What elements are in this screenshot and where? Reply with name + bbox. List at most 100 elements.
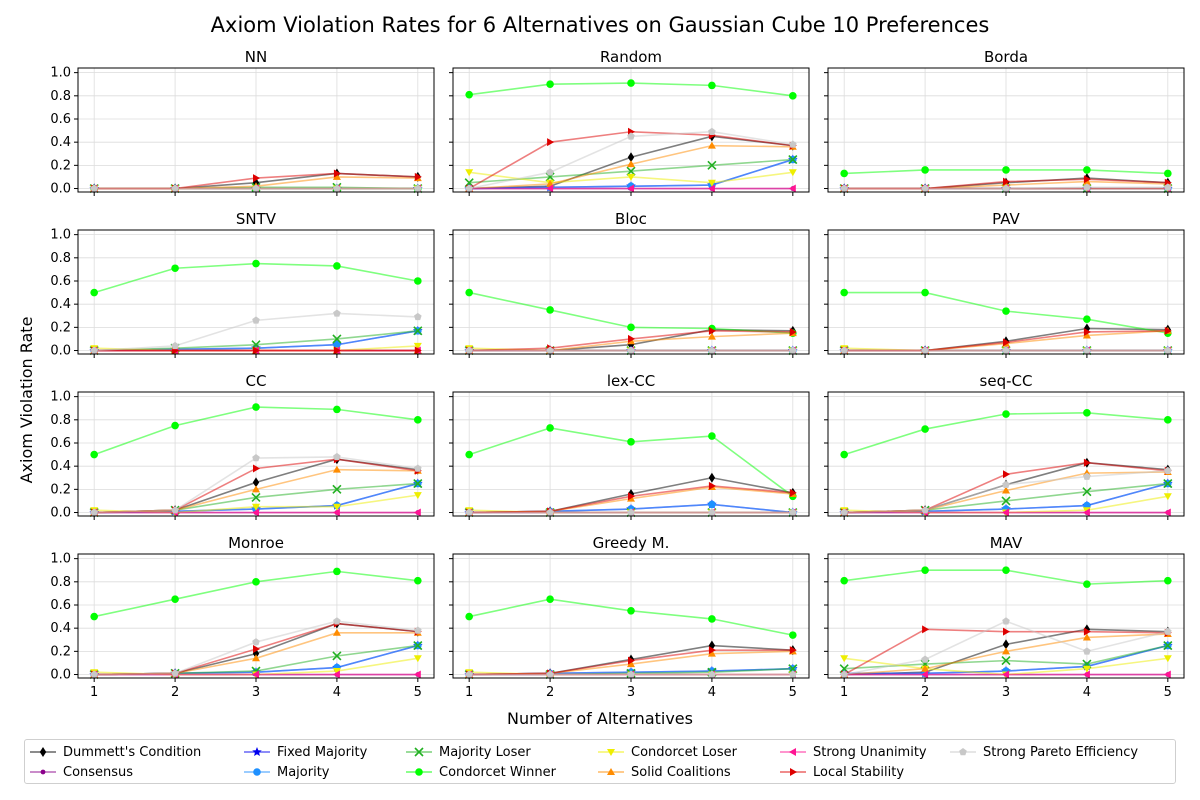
data-point — [171, 421, 179, 430]
data-point — [627, 173, 635, 181]
panel-6: CC 0.0 0.2 0.4 0.6 0.8 1.0 — [50, 372, 435, 521]
data-point — [1164, 326, 1172, 335]
data-point — [1164, 169, 1172, 178]
data-point — [1002, 480, 1010, 488]
data-point — [332, 172, 341, 180]
legend-item: Solid Coalitions — [597, 762, 731, 782]
data-point — [332, 484, 342, 494]
data-point — [90, 450, 98, 459]
data-point — [333, 169, 341, 178]
data-point — [332, 651, 342, 661]
data-point — [1002, 486, 1010, 494]
data-point — [171, 341, 179, 350]
y-tick-label: 0.4 — [50, 621, 71, 636]
legend-label: Condorcet Winner — [439, 764, 556, 780]
data-point — [90, 288, 98, 297]
data-point — [1002, 508, 1009, 517]
data-point — [627, 606, 635, 615]
data-point — [414, 312, 422, 321]
legend-label: Strong Pareto Efficiency — [983, 744, 1139, 760]
data-point — [921, 166, 929, 174]
legend-marker — [959, 748, 967, 756]
legend-marker — [607, 768, 615, 775]
y-tick-label: 0.0 — [50, 182, 71, 197]
data-point — [546, 346, 554, 354]
data-point — [413, 670, 421, 679]
legend-label: Solid Coalitions — [631, 764, 731, 780]
data-point — [707, 141, 716, 149]
data-point — [707, 184, 715, 193]
data-point — [252, 670, 259, 679]
data-point — [414, 626, 422, 634]
chart-title: Axiom Violation Rates for 6 Alternatives… — [211, 13, 990, 37]
subplot-title: MAV — [990, 534, 1023, 552]
panel-3: SNTV 0.0 0.2 0.4 0.6 0.8 1.0 — [50, 210, 435, 359]
legend-swatch — [406, 768, 432, 776]
legend-swatch — [30, 769, 56, 775]
data-point — [90, 612, 98, 621]
legend-label: Strong Unanimity — [813, 744, 927, 760]
data-point — [708, 326, 716, 335]
data-point — [252, 184, 260, 192]
data-point — [1082, 670, 1090, 679]
data-point — [413, 640, 423, 651]
data-point — [1163, 493, 1172, 501]
data-point — [333, 567, 341, 576]
data-point — [171, 506, 179, 514]
x-tick-label: 3 — [252, 685, 260, 700]
data-point — [921, 664, 930, 672]
legend-swatch — [598, 749, 624, 756]
data-point — [251, 492, 261, 503]
data-point — [789, 631, 797, 639]
y-tick-label: 0.4 — [50, 459, 71, 474]
data-point — [1164, 466, 1172, 475]
data-point — [252, 508, 259, 517]
data-point — [840, 169, 848, 178]
data-point — [788, 154, 798, 165]
data-point — [546, 595, 554, 603]
legend-item: Fixed Majority — [243, 742, 367, 762]
y-tick-label: 0.8 — [50, 89, 71, 104]
data-point — [626, 166, 636, 176]
data-point — [1003, 177, 1010, 186]
data-point — [171, 264, 179, 273]
panel-4: Bloc — [449, 210, 810, 358]
data-point — [1001, 496, 1011, 506]
panels-group: NN 0.0 0.2 0.4 0.6 0.8 1.0 Random Borda SNTV 0.0 0.… — [50, 48, 1185, 700]
legend: Dummett's Condition Consensus Fixed Majori… — [24, 739, 1176, 784]
legend-swatch — [30, 747, 56, 757]
data-point — [1082, 508, 1090, 517]
y-tick-label: 0.6 — [50, 436, 71, 451]
data-point — [628, 656, 635, 665]
data-point — [332, 670, 340, 679]
data-point — [465, 612, 473, 621]
data-point — [789, 508, 797, 516]
data-point — [1002, 670, 1009, 679]
y-tick-label: 0.6 — [50, 274, 71, 289]
data-point — [333, 346, 341, 355]
data-point — [708, 346, 716, 354]
data-point — [1163, 670, 1171, 679]
data-point — [707, 649, 716, 657]
data-point — [546, 184, 554, 193]
subplot-title: Random — [600, 48, 662, 66]
data-point — [788, 169, 797, 177]
data-point — [546, 80, 554, 89]
legend-item: Strong Unanimity — [779, 742, 927, 762]
legend-item: Consensus — [29, 762, 133, 782]
data-point — [90, 184, 98, 192]
data-point — [333, 309, 341, 317]
data-point — [414, 576, 422, 585]
legend-swatch — [950, 748, 976, 756]
data-point — [789, 346, 797, 354]
data-point — [708, 500, 716, 509]
data-point — [789, 92, 797, 100]
data-point — [252, 578, 260, 586]
data-point — [252, 503, 260, 511]
data-point — [1164, 576, 1172, 585]
y-tick-label: 0.2 — [50, 482, 71, 497]
data-point — [546, 168, 554, 176]
data-point — [1163, 655, 1172, 663]
legend-marker — [790, 768, 797, 776]
